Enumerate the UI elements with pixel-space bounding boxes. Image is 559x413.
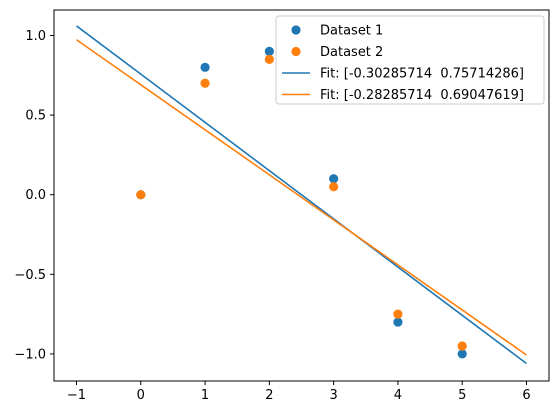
y-tick-label: 0.5 [25, 109, 46, 124]
y-tick-label: 0.0 [25, 188, 46, 203]
legend-label-1: Dataset 2 [320, 45, 383, 60]
point-dataset-1-3 [329, 174, 339, 184]
point-dataset-1-1 [200, 62, 210, 72]
point-dataset-2-1 [200, 78, 210, 88]
point-dataset-2-3 [329, 182, 339, 192]
x-tick-label: 1 [201, 388, 209, 403]
point-dataset-2-5 [457, 341, 467, 351]
point-dataset-1-4 [393, 317, 403, 327]
x-tick-label: 2 [265, 388, 273, 403]
legend: Dataset 1 Dataset 2 Fit: [-0.30285714 0.75… [275, 15, 545, 105]
point-dataset-2-4 [393, 309, 403, 319]
y-tick-label: −0.5 [14, 268, 46, 283]
x-tick-label: 0 [137, 388, 145, 403]
point-dataset-2-0 [136, 190, 146, 200]
legend-marker-0 [291, 25, 301, 35]
y-tick-label: 1.0 [25, 29, 46, 44]
fit-line-2 [76, 25, 527, 365]
y-axis: −1.0 −0.5 0.0 0.5 1.0 [14, 29, 54, 362]
plot-layer [76, 25, 527, 365]
x-axis: −1 0 1 2 3 4 5 6 [67, 381, 531, 403]
legend-label-2: Fit: [-0.30285714 0.75714286] [320, 67, 524, 82]
legend-marker-1 [291, 46, 301, 57]
x-tick-label: 5 [458, 388, 466, 403]
x-tick-label: 3 [330, 388, 338, 403]
point-dataset-2-2 [264, 54, 274, 64]
x-tick-label: 6 [522, 388, 530, 403]
axes-frame [53, 9, 550, 382]
point-dataset-1-2 [264, 46, 274, 56]
x-tick-label: 4 [394, 388, 402, 403]
legend-label-3: Fit: [-0.28285714 0.69047619] [320, 88, 524, 103]
y-tick-label: −1.0 [14, 347, 46, 362]
x-tick-label: −1 [67, 388, 86, 403]
point-dataset-1-5 [457, 349, 467, 359]
legend-box [275, 15, 545, 105]
legend-label-0: Dataset 1 [320, 24, 383, 39]
fit-line-3 [76, 39, 527, 356]
